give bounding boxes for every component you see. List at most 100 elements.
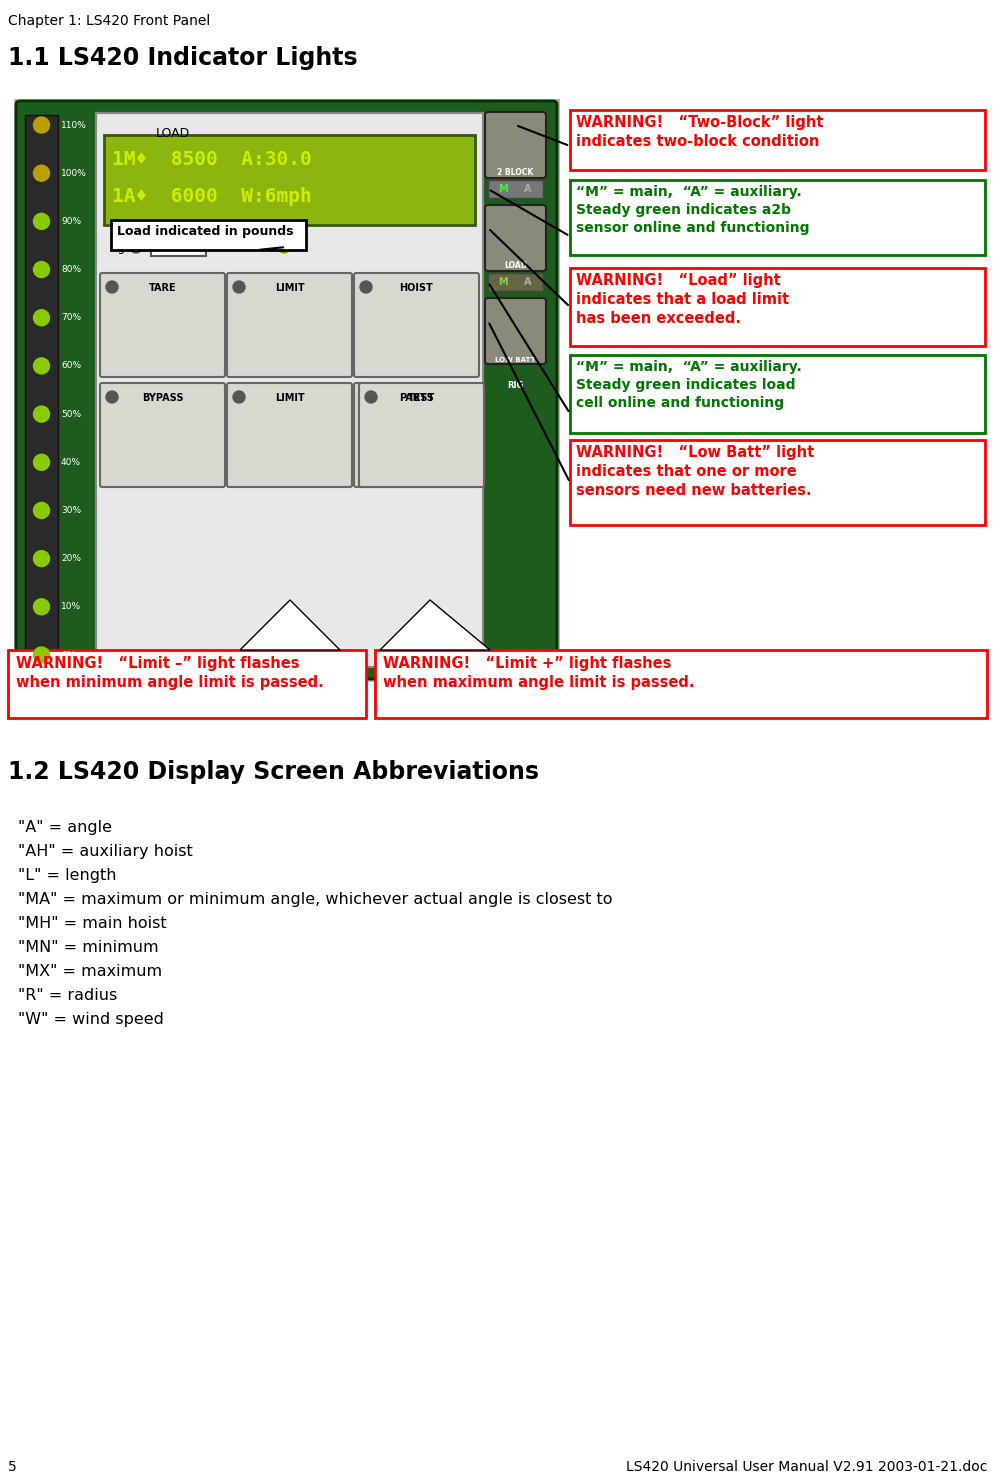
Bar xyxy=(104,134,474,224)
Text: 1.1 LS420 Indicator Lights: 1.1 LS420 Indicator Lights xyxy=(8,46,357,69)
Circle shape xyxy=(233,280,245,294)
Text: 1.2 LS420 Display Screen Abbreviations: 1.2 LS420 Display Screen Abbreviations xyxy=(8,760,539,784)
Text: "MA" = maximum or minimum angle, whichever actual angle is closest to: "MA" = maximum or minimum angle, whichev… xyxy=(18,892,612,906)
FancyBboxPatch shape xyxy=(100,382,225,487)
Text: “M” = main,  “A” = auxiliary.
Steady green indicates a2b
sensor online and funct: “M” = main, “A” = auxiliary. Steady gree… xyxy=(576,184,809,235)
Text: Chapter 1: LS420 Front Panel: Chapter 1: LS420 Front Panel xyxy=(8,13,210,28)
Text: LOAD: LOAD xyxy=(503,261,527,270)
Bar xyxy=(570,440,984,525)
Text: WARNING!   “Limit +” light flashes
when maximum angle limit is passed.: WARNING! “Limit +” light flashes when ma… xyxy=(383,655,694,691)
Circle shape xyxy=(34,551,50,567)
Circle shape xyxy=(130,241,142,252)
Text: WARNING!   “Load” light
indicates that a load limit
has been exceeded.: WARNING! “Load” light indicates that a l… xyxy=(576,273,788,326)
FancyBboxPatch shape xyxy=(16,100,557,679)
FancyBboxPatch shape xyxy=(484,298,546,365)
Circle shape xyxy=(360,280,372,294)
Text: "MX" = maximum: "MX" = maximum xyxy=(18,964,162,979)
Text: A: A xyxy=(523,184,531,193)
Polygon shape xyxy=(240,601,340,649)
Circle shape xyxy=(34,214,50,229)
Text: WARNING!   “Limit –” light flashes
when minimum angle limit is passed.: WARNING! “Limit –” light flashes when mi… xyxy=(16,655,323,691)
Text: "W" = wind speed: "W" = wind speed xyxy=(18,1013,164,1027)
Text: "L" = length: "L" = length xyxy=(18,868,116,883)
Text: "A" = angle: "A" = angle xyxy=(18,821,112,835)
Text: LS420 Universal User Manual V2.91 2003-01-21.doc: LS420 Universal User Manual V2.91 2003-0… xyxy=(625,1460,986,1475)
Text: 60%: 60% xyxy=(61,362,82,370)
Bar xyxy=(151,238,206,255)
Circle shape xyxy=(34,261,50,277)
Circle shape xyxy=(34,310,50,326)
Bar xyxy=(570,269,984,345)
Circle shape xyxy=(34,357,50,373)
Text: TEST: TEST xyxy=(408,393,434,403)
Text: TARE: TARE xyxy=(148,283,176,294)
Text: 100%: 100% xyxy=(61,168,86,177)
Text: HOIST: HOIST xyxy=(400,283,433,294)
Text: 70%: 70% xyxy=(61,313,82,322)
Circle shape xyxy=(34,117,50,133)
Bar xyxy=(570,356,984,432)
Bar xyxy=(487,273,543,291)
FancyBboxPatch shape xyxy=(484,205,546,272)
Bar xyxy=(95,114,482,667)
Text: 30%: 30% xyxy=(61,506,82,515)
Circle shape xyxy=(34,599,50,615)
Text: LOW BATT: LOW BATT xyxy=(495,357,536,363)
Bar xyxy=(570,180,984,255)
FancyBboxPatch shape xyxy=(227,382,352,487)
Text: "AH" = auxiliary hoist: "AH" = auxiliary hoist xyxy=(18,844,193,859)
Bar xyxy=(487,180,543,198)
Text: Kg: Kg xyxy=(111,241,126,254)
Bar xyxy=(375,649,986,717)
Bar xyxy=(8,649,366,717)
Text: WARNING!   “Two-Block” light
indicates two-block condition: WARNING! “Two-Block” light indicates two… xyxy=(576,115,823,149)
FancyBboxPatch shape xyxy=(359,382,483,487)
Bar xyxy=(111,220,306,249)
FancyBboxPatch shape xyxy=(354,382,478,487)
Text: 2 BLOCK: 2 BLOCK xyxy=(497,168,533,177)
Text: LIMIT: LIMIT xyxy=(274,393,304,403)
Polygon shape xyxy=(380,601,489,649)
Text: M: M xyxy=(498,277,508,286)
Text: 1A♦  6000  W:6mph: 1A♦ 6000 W:6mph xyxy=(112,187,311,207)
Circle shape xyxy=(106,280,118,294)
Text: 110%: 110% xyxy=(61,121,86,130)
Text: LOAD: LOAD xyxy=(156,127,190,140)
Text: LIMIT: LIMIT xyxy=(274,283,304,294)
Circle shape xyxy=(106,391,118,403)
Text: BYPASS: BYPASS xyxy=(141,393,183,403)
Circle shape xyxy=(365,391,377,403)
Text: 90%: 90% xyxy=(61,217,82,226)
FancyBboxPatch shape xyxy=(100,273,225,376)
Text: A: A xyxy=(523,277,531,286)
Text: 80%: 80% xyxy=(61,266,82,275)
Text: "MN" = minimum: "MN" = minimum xyxy=(18,940,158,955)
Bar xyxy=(15,100,558,680)
Circle shape xyxy=(34,165,50,182)
Circle shape xyxy=(277,241,289,252)
Text: 1M♦  8500  A:30.0: 1M♦ 8500 A:30.0 xyxy=(112,151,311,168)
Circle shape xyxy=(34,455,50,471)
Bar xyxy=(570,111,984,170)
Text: 40%: 40% xyxy=(61,458,81,466)
Text: Lbs: Lbs xyxy=(250,241,270,254)
FancyBboxPatch shape xyxy=(227,273,352,376)
Text: WARNING!   “Low Batt” light
indicates that one or more
sensors need new batterie: WARNING! “Low Batt” light indicates that… xyxy=(576,444,813,499)
Circle shape xyxy=(34,406,50,422)
Text: 10%: 10% xyxy=(61,602,82,611)
Text: Load indicated in pounds: Load indicated in pounds xyxy=(117,224,293,238)
Text: “M” = main,  “A” = auxiliary.
Steady green indicates load
cell online and functi: “M” = main, “A” = auxiliary. Steady gree… xyxy=(576,360,801,410)
Text: RIG: RIG xyxy=(507,381,523,390)
Text: M: M xyxy=(498,184,508,193)
Text: PARTS: PARTS xyxy=(399,393,433,403)
Bar xyxy=(25,115,58,666)
Circle shape xyxy=(360,391,372,403)
Circle shape xyxy=(34,646,50,663)
Circle shape xyxy=(233,391,245,403)
Text: "R" = radius: "R" = radius xyxy=(18,987,117,1004)
Text: 0%: 0% xyxy=(61,651,76,660)
Circle shape xyxy=(34,502,50,518)
Text: "MH" = main hoist: "MH" = main hoist xyxy=(18,917,166,931)
Text: 50%: 50% xyxy=(61,410,82,419)
Text: 5: 5 xyxy=(8,1460,17,1475)
